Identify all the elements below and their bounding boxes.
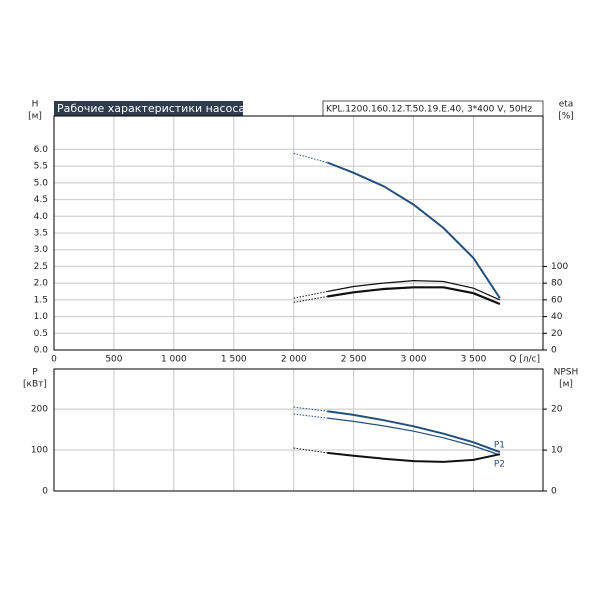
title-box	[54, 101, 243, 116]
x-tick-label: 1 000	[161, 355, 187, 365]
y-tick-label: 4.0	[34, 212, 49, 222]
y-tick-label: 0	[42, 487, 48, 497]
curve-label: P1	[494, 441, 505, 451]
y2-tick-label: 60	[551, 295, 563, 305]
y-label: P	[32, 368, 38, 378]
y-label: H	[32, 100, 39, 110]
y-unit: [кВт]	[23, 380, 47, 390]
y2-tick-label: 0	[551, 487, 557, 497]
curve-extrapolated	[293, 413, 328, 419]
y2-tick-label: 20	[551, 405, 563, 415]
chart-subtitle: KPL.1200.160.12.T.50.19.E.40, 3*400 V, 5…	[326, 105, 532, 115]
y2-label: NPSH	[554, 368, 579, 378]
curve	[327, 451, 501, 463]
y2-tick-label: 100	[551, 262, 568, 272]
y-tick-label: 2.0	[34, 279, 49, 289]
y-tick-label: 6.0	[34, 145, 49, 155]
y-unit: [м]	[28, 112, 42, 122]
y-tick-label: 0.0	[34, 346, 49, 356]
y2-label: eta	[559, 100, 574, 110]
x-tick-label: 0	[51, 355, 57, 365]
chart-title: Рабочие характеристики насоса	[57, 102, 245, 115]
y-tick-label: 2.5	[34, 262, 48, 272]
curve	[327, 417, 501, 456]
x-tick-label: 500	[105, 355, 122, 365]
x-tick-label: 2 000	[281, 355, 307, 365]
curve-extrapolated	[293, 152, 328, 163]
y2-tick-label: 10	[551, 446, 563, 456]
y-tick-label: 5.5	[34, 162, 48, 172]
x-tick-label: 3 500	[461, 355, 487, 365]
y-tick-label: 200	[31, 405, 48, 415]
x-tick-label: 1 500	[221, 355, 247, 365]
y2-unit: [%]	[558, 112, 574, 122]
curve-extrapolated	[293, 447, 328, 454]
y-tick-label: 4.5	[34, 195, 48, 205]
curve	[326, 161, 501, 299]
plot-frame	[53, 115, 544, 351]
curve	[327, 279, 501, 301]
x-tick-label: 3 000	[401, 355, 427, 365]
y2-tick-label: 40	[551, 312, 563, 322]
y-tick-label: 3.0	[34, 245, 49, 255]
y2-unit: [м]	[559, 380, 573, 390]
curve	[327, 410, 501, 454]
plot-frame	[53, 368, 544, 492]
y2-tick-label: 0	[551, 346, 557, 356]
y-tick-label: 1.5	[34, 295, 48, 305]
x-label: Q [л/с]	[509, 355, 540, 365]
curve-extrapolated	[293, 406, 328, 412]
y-tick-label: 100	[31, 446, 48, 456]
y-tick-label: 1.0	[34, 312, 49, 322]
curve-extrapolated	[293, 296, 328, 303]
y2-tick-label: 80	[551, 279, 563, 289]
y-tick-label: 3.5	[34, 229, 48, 239]
curve-extrapolated	[293, 291, 328, 299]
curve	[327, 286, 501, 306]
y-tick-label: 0.5	[34, 329, 48, 339]
y2-tick-label: 20	[551, 329, 563, 339]
y-tick-label: 5.0	[34, 178, 49, 188]
x-tick-label: 2 500	[341, 355, 367, 365]
curve-label: P2	[494, 459, 505, 469]
